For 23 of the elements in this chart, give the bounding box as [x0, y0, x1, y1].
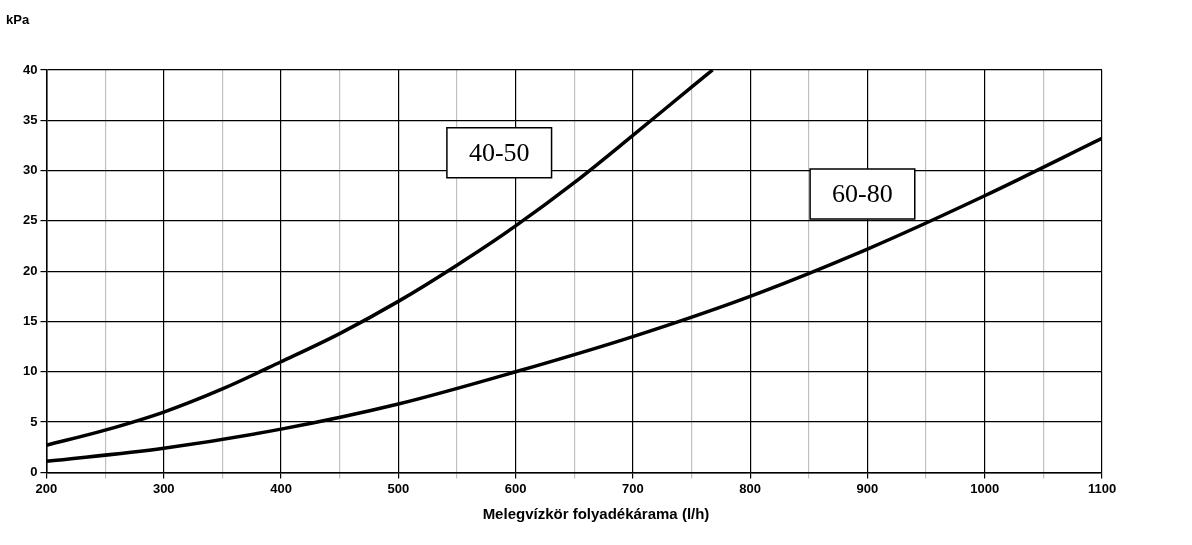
x-tick-label: 800 — [739, 480, 761, 496]
y-tick-label: 20 — [22, 262, 38, 278]
y-tick-label: 40 — [22, 61, 38, 77]
x-tick-label: 300 — [152, 480, 175, 496]
y-axis-title: kPa — [6, 12, 30, 27]
y-tick-label: 25 — [22, 212, 38, 228]
x-axis-title: Melegvízkör folyadékárama (l/h) — [481, 505, 711, 522]
y-tick-label: 10 — [22, 363, 38, 379]
x-tick-label: 500 — [387, 480, 410, 496]
x-tick-label: 1000 — [970, 480, 1000, 496]
x-tick-label: 900 — [856, 480, 879, 496]
y-tick-label: 0 — [30, 463, 38, 479]
y-tick-label: 30 — [22, 162, 38, 178]
x-tick-label: 700 — [622, 480, 644, 496]
series-label: 60-80 — [832, 178, 893, 208]
y-tick-label: 35 — [22, 111, 38, 127]
x-tick-label: 200 — [35, 480, 58, 496]
x-tick-label: 1100 — [1087, 480, 1117, 496]
y-tick-label: 5 — [30, 413, 38, 429]
y-tick-label: 15 — [22, 313, 38, 329]
series-label: 40-50 — [468, 137, 530, 167]
x-tick-label: 400 — [270, 480, 292, 496]
x-tick-label: 600 — [504, 480, 527, 496]
